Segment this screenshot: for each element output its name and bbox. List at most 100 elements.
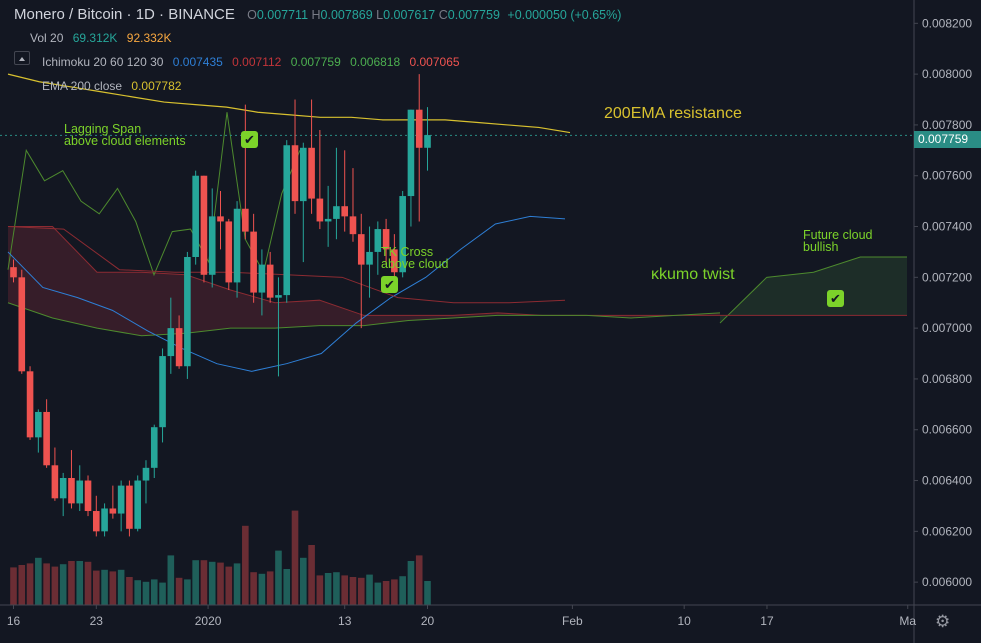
- candle-body: [399, 196, 406, 273]
- candle-body: [84, 480, 92, 512]
- volume-bar: [35, 557, 42, 605]
- candle-body: [43, 411, 50, 466]
- x-tick-label: 17: [760, 614, 774, 628]
- volume-bar: [374, 582, 382, 605]
- candle-body: [366, 251, 373, 265]
- candle-body: [333, 206, 340, 219]
- indicator-lines: [0, 73, 912, 372]
- candle-body: [258, 264, 266, 293]
- volume-bar: [167, 555, 175, 605]
- volume-bar: [117, 569, 125, 605]
- candle-body: [374, 229, 382, 252]
- symbol-title[interactable]: Monero / Bitcoin · 1D · BINANCE: [14, 6, 235, 23]
- candle-body: [341, 206, 348, 217]
- volume-bar: [150, 579, 158, 605]
- y-tick-label: 0.007400: [922, 220, 972, 234]
- x-tick-label: 20: [421, 614, 435, 628]
- volume-bar: [84, 561, 92, 605]
- volume-bar: [134, 580, 141, 605]
- span-b-line: [8, 226, 720, 316]
- volume-bar: [275, 550, 282, 605]
- volume-bar: [192, 560, 199, 605]
- candle-body: [184, 257, 191, 367]
- y-tick-label: 0.006400: [922, 474, 972, 488]
- volume-bar: [18, 565, 26, 605]
- candle-body: [126, 485, 133, 529]
- volume-bar: [333, 572, 340, 605]
- volume-bar: [200, 560, 208, 605]
- candle-body: [316, 198, 324, 222]
- volume-bar: [391, 579, 398, 605]
- volume-bar: [316, 575, 324, 605]
- volume-bar: [349, 577, 357, 605]
- y-tick-label: 0.007800: [922, 118, 972, 132]
- volume-bar: [208, 561, 216, 605]
- candle-body: [150, 427, 158, 468]
- candle-body: [233, 208, 241, 283]
- candle-body: [275, 295, 282, 298]
- candle-body: [357, 234, 365, 265]
- ichimoku-legend[interactable]: Ichimoku 20 60 120 30 0.007435 0.007112 …: [42, 55, 460, 69]
- candle-body: [300, 147, 307, 202]
- candle-body: [51, 465, 59, 499]
- price-change: +0.000050 (+0.65%): [507, 8, 622, 22]
- candle-body: [59, 477, 67, 499]
- candle-body: [26, 371, 34, 438]
- volume-bar: [424, 581, 431, 605]
- candle-body: [225, 221, 233, 283]
- volume-legend[interactable]: Vol 20 69.312K 92.332K: [30, 31, 172, 45]
- check-icon: ✔: [381, 276, 398, 293]
- y-tick-label: 0.007600: [922, 169, 972, 183]
- y-tick-label: 0.006800: [922, 372, 972, 386]
- candle-body: [391, 249, 398, 273]
- volume-bar: [341, 575, 348, 605]
- gear-icon[interactable]: ⚙: [935, 612, 951, 631]
- candle-body: [134, 480, 141, 529]
- volume-bar: [399, 576, 406, 605]
- x-tick-label: 2020: [195, 614, 222, 628]
- lagging-span-note: Lagging Span above cloud elements: [64, 122, 186, 148]
- tk-cross-note: TK Cross above cloud: [381, 245, 449, 271]
- kumo-twist-note: κkumo twist: [651, 266, 735, 283]
- price-axis[interactable]: 0.008200 0.008000 0.007800 0.007600 0.007400…: [913, 0, 972, 643]
- candle-body: [192, 175, 199, 258]
- candle-body: [283, 145, 291, 296]
- volume-bar: [126, 577, 133, 605]
- candle-body: [117, 485, 125, 514]
- collapse-indicators-button[interactable]: [14, 51, 30, 65]
- volume-bar: [159, 582, 166, 605]
- time-axis[interactable]: 16 23 2020 13 20 Feb 10 17 Ma: [0, 604, 981, 628]
- volume-bar: [43, 563, 50, 605]
- volume-bar: [101, 569, 108, 605]
- y-tick-label: 0.007000: [922, 321, 972, 335]
- volume-bar: [283, 569, 291, 605]
- future-span-a-line: [719, 256, 907, 324]
- volume-bar: [250, 572, 257, 605]
- ohlc-values: O0.007711 H0.007869 L0.007617 C0.007759: [247, 8, 500, 22]
- y-tick-label: 0.006000: [922, 575, 972, 589]
- candle-body: [324, 218, 332, 222]
- volume-bar: [357, 577, 365, 605]
- candle-body: [167, 328, 175, 357]
- volume-bar: [366, 574, 373, 605]
- candle-body: [382, 229, 390, 250]
- candle-body: [68, 477, 75, 504]
- last-price-label: 0.007759: [914, 131, 981, 148]
- candle-body: [242, 208, 249, 232]
- ema-legend[interactable]: EMA 200 close 0.007782: [42, 79, 182, 93]
- bullish-cloud: [720, 257, 907, 324]
- candle-body: [415, 109, 423, 148]
- check-icon: ✔: [827, 290, 844, 307]
- candle-body: [142, 467, 150, 481]
- candle-body: [93, 511, 100, 532]
- ema-200-line: [7, 73, 571, 134]
- volume-bar: [291, 510, 299, 605]
- volume-bar: [175, 577, 183, 605]
- candle-body: [200, 175, 208, 275]
- x-tick-label: 10: [678, 614, 692, 628]
- y-tick-label: 0.006200: [922, 524, 972, 538]
- volume-bar: [142, 581, 150, 605]
- candle-body: [109, 508, 117, 514]
- volume-bar: [51, 566, 59, 605]
